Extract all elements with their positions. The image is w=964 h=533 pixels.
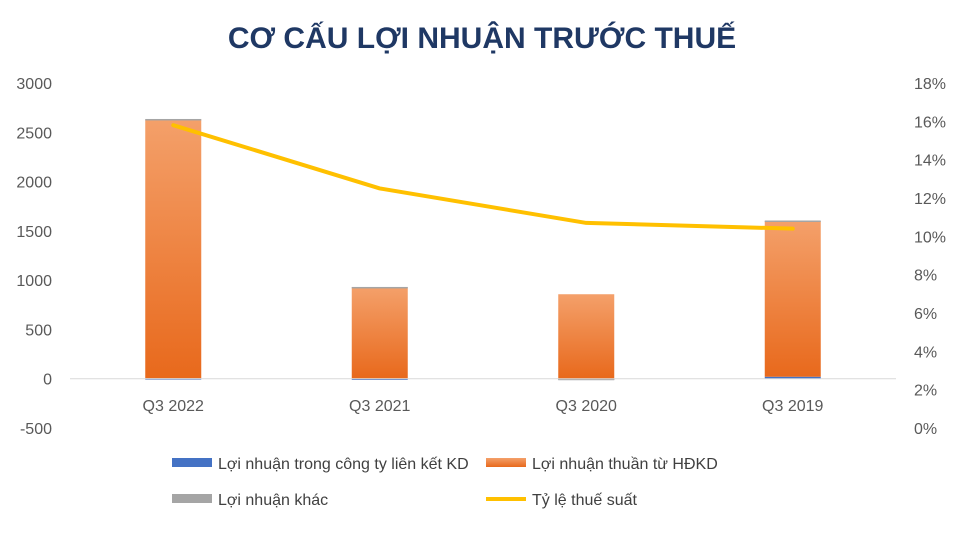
- y-left-axis: -500 0 500 1000 1500 2000 2500 3000: [16, 76, 52, 438]
- legend-label: Lợi nhuận khác: [218, 492, 328, 509]
- legend-label: Tỷ lệ thuế suất: [532, 492, 638, 509]
- tax-rate-line: [171, 123, 795, 231]
- bar-khac: [351, 286, 408, 289]
- y-right-tick-label: 6%: [914, 306, 937, 323]
- y-left-tick-label: 1500: [16, 224, 52, 241]
- bar-group: [145, 118, 821, 381]
- y-right-tick-label: 0%: [914, 421, 937, 438]
- x-tick-label: Q3 2021: [349, 398, 410, 415]
- y-right-tick-label: 2%: [914, 383, 937, 400]
- x-tick-label: Q3 2022: [143, 398, 204, 415]
- bar-khac: [764, 220, 821, 223]
- bar-lien-ket: [764, 376, 821, 379]
- y-right-tick-label: 16%: [914, 114, 946, 131]
- legend-label: Lợi nhuận trong công ty liên kết KD: [218, 456, 469, 473]
- y-left-tick-label: 2000: [16, 175, 52, 192]
- y-right-tick-label: 4%: [914, 344, 937, 361]
- legend-swatch: [172, 458, 212, 467]
- y-right-axis: 0% 2% 4% 6% 8% 10% 12% 14% 16% 18%: [914, 76, 946, 438]
- bar-khac: [558, 378, 615, 381]
- bar-hdkd: [145, 119, 202, 379]
- legend-swatch: [486, 458, 526, 467]
- legend: Lợi nhuận trong công ty liên kết KD Lợi n…: [172, 456, 718, 509]
- y-right-tick-label: 12%: [914, 191, 946, 208]
- y-left-tick-label: 3000: [16, 76, 52, 93]
- legend-swatch: [172, 494, 212, 503]
- y-left-tick-label: 2500: [16, 125, 52, 142]
- y-left-tick-label: 0: [43, 372, 52, 389]
- line-series-group: [171, 123, 795, 231]
- chart-title: CƠ CẤU LỢI NHUẬN TRƯỚC THUẾ: [228, 21, 736, 55]
- legend-label: Lợi nhuận thuần từ HĐKD: [532, 456, 718, 473]
- y-left-tick-label: 500: [25, 322, 52, 339]
- y-right-tick-label: 14%: [914, 153, 946, 170]
- y-right-tick-label: 8%: [914, 268, 937, 285]
- y-left-tick-label: -500: [20, 421, 52, 438]
- y-right-tick-label: 10%: [914, 229, 946, 246]
- x-axis: Q3 2022 Q3 2021 Q3 2020 Q3 2019: [143, 398, 824, 415]
- x-tick-label: Q3 2019: [762, 398, 823, 415]
- bar-hdkd: [558, 294, 615, 379]
- bar-hdkd: [351, 287, 408, 379]
- y-left-tick-label: 1000: [16, 273, 52, 290]
- bar-khac: [145, 118, 202, 121]
- x-tick-label: Q3 2020: [556, 398, 617, 415]
- bar-hdkd: [764, 221, 821, 377]
- y-right-tick-label: 18%: [914, 76, 946, 93]
